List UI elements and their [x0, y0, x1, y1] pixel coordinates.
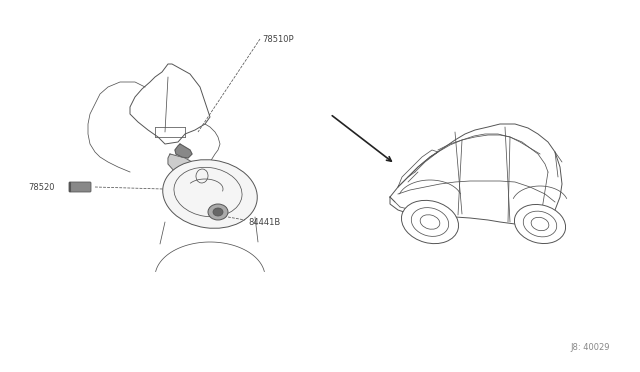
Text: 78520: 78520: [28, 183, 54, 192]
FancyBboxPatch shape: [69, 182, 91, 192]
Ellipse shape: [208, 204, 228, 220]
Text: 78510P: 78510P: [262, 35, 294, 44]
Ellipse shape: [515, 205, 566, 244]
Ellipse shape: [163, 160, 257, 228]
Ellipse shape: [401, 201, 458, 244]
Polygon shape: [175, 144, 192, 158]
Text: 84441B: 84441B: [248, 218, 280, 227]
Ellipse shape: [213, 208, 223, 216]
Text: J8: 40029: J8: 40029: [570, 343, 610, 352]
Polygon shape: [168, 154, 198, 174]
